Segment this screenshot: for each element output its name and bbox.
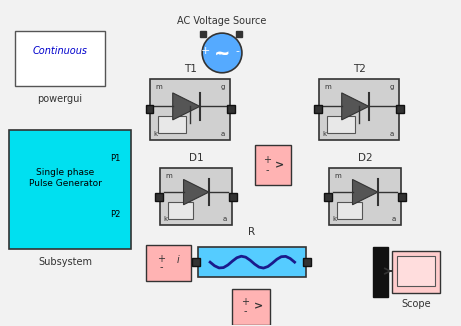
Bar (330, 168, 401, 226)
Bar (150, 79, 230, 140)
Text: -: - (266, 165, 269, 175)
Bar (192, 258, 200, 266)
Text: Continuous: Continuous (33, 46, 88, 56)
Bar (9, 130, 130, 249)
Bar (160, 168, 232, 226)
Text: R: R (248, 227, 255, 237)
Bar (155, 193, 163, 201)
Bar (236, 31, 242, 37)
Bar (325, 193, 332, 201)
Text: a: a (221, 131, 225, 137)
Bar (234, 291, 272, 326)
Bar (148, 247, 193, 283)
Bar (302, 258, 311, 266)
Text: $\sim$: $\sim$ (215, 46, 230, 60)
Bar (200, 31, 206, 37)
Text: k: k (163, 216, 167, 222)
Text: P2: P2 (110, 210, 121, 219)
Bar (198, 247, 306, 277)
Text: D2: D2 (358, 153, 372, 163)
Bar (229, 193, 237, 201)
Text: a: a (392, 216, 396, 222)
Bar (396, 106, 404, 113)
Text: D1: D1 (189, 153, 203, 163)
Text: k: k (154, 131, 158, 137)
Bar (163, 171, 235, 229)
Bar (332, 171, 404, 229)
Bar (398, 193, 406, 201)
Text: k: k (322, 131, 326, 137)
Bar (397, 256, 435, 286)
Bar (337, 202, 362, 218)
Text: -: - (160, 262, 163, 273)
Text: +: + (241, 298, 249, 307)
Text: Scope: Scope (401, 299, 431, 309)
Bar (168, 202, 194, 218)
Text: +: + (201, 46, 210, 56)
Polygon shape (183, 179, 209, 205)
Bar (255, 145, 290, 185)
Bar (392, 251, 440, 293)
Text: m: m (325, 84, 331, 90)
Bar (159, 116, 186, 133)
Bar (154, 82, 233, 143)
Bar (146, 245, 191, 281)
Text: +: + (158, 254, 165, 264)
Text: Subsystem: Subsystem (38, 257, 92, 267)
Text: k: k (332, 216, 337, 222)
Text: Single phase
Pulse Generator: Single phase Pulse Generator (29, 168, 101, 187)
Bar (232, 289, 270, 325)
Bar (319, 79, 399, 140)
Text: a: a (223, 216, 227, 222)
Circle shape (202, 33, 242, 73)
Bar (327, 116, 355, 133)
Text: a: a (390, 131, 394, 137)
Bar (314, 106, 322, 113)
Text: >: > (275, 160, 284, 170)
Text: T2: T2 (353, 64, 366, 74)
Text: powergui: powergui (37, 94, 83, 104)
Text: AC Voltage Source: AC Voltage Source (177, 16, 267, 26)
Text: g: g (221, 84, 225, 90)
Text: P1: P1 (110, 154, 121, 163)
Text: i: i (177, 255, 180, 265)
Text: -: - (235, 46, 239, 56)
Polygon shape (342, 93, 369, 120)
Text: -: - (243, 306, 247, 316)
Text: g: g (390, 84, 394, 90)
Text: +: + (263, 155, 272, 165)
Polygon shape (173, 93, 200, 120)
Text: m: m (165, 173, 172, 179)
Bar (146, 106, 154, 113)
Bar (373, 247, 388, 297)
Text: m: m (334, 173, 341, 179)
Text: ~: ~ (214, 43, 230, 63)
Bar (15, 31, 105, 86)
Text: T1: T1 (184, 64, 197, 74)
Bar (257, 147, 293, 187)
Polygon shape (353, 179, 378, 205)
Text: >: > (254, 302, 263, 312)
Bar (322, 82, 402, 143)
Text: m: m (155, 84, 162, 90)
Bar (227, 106, 235, 113)
